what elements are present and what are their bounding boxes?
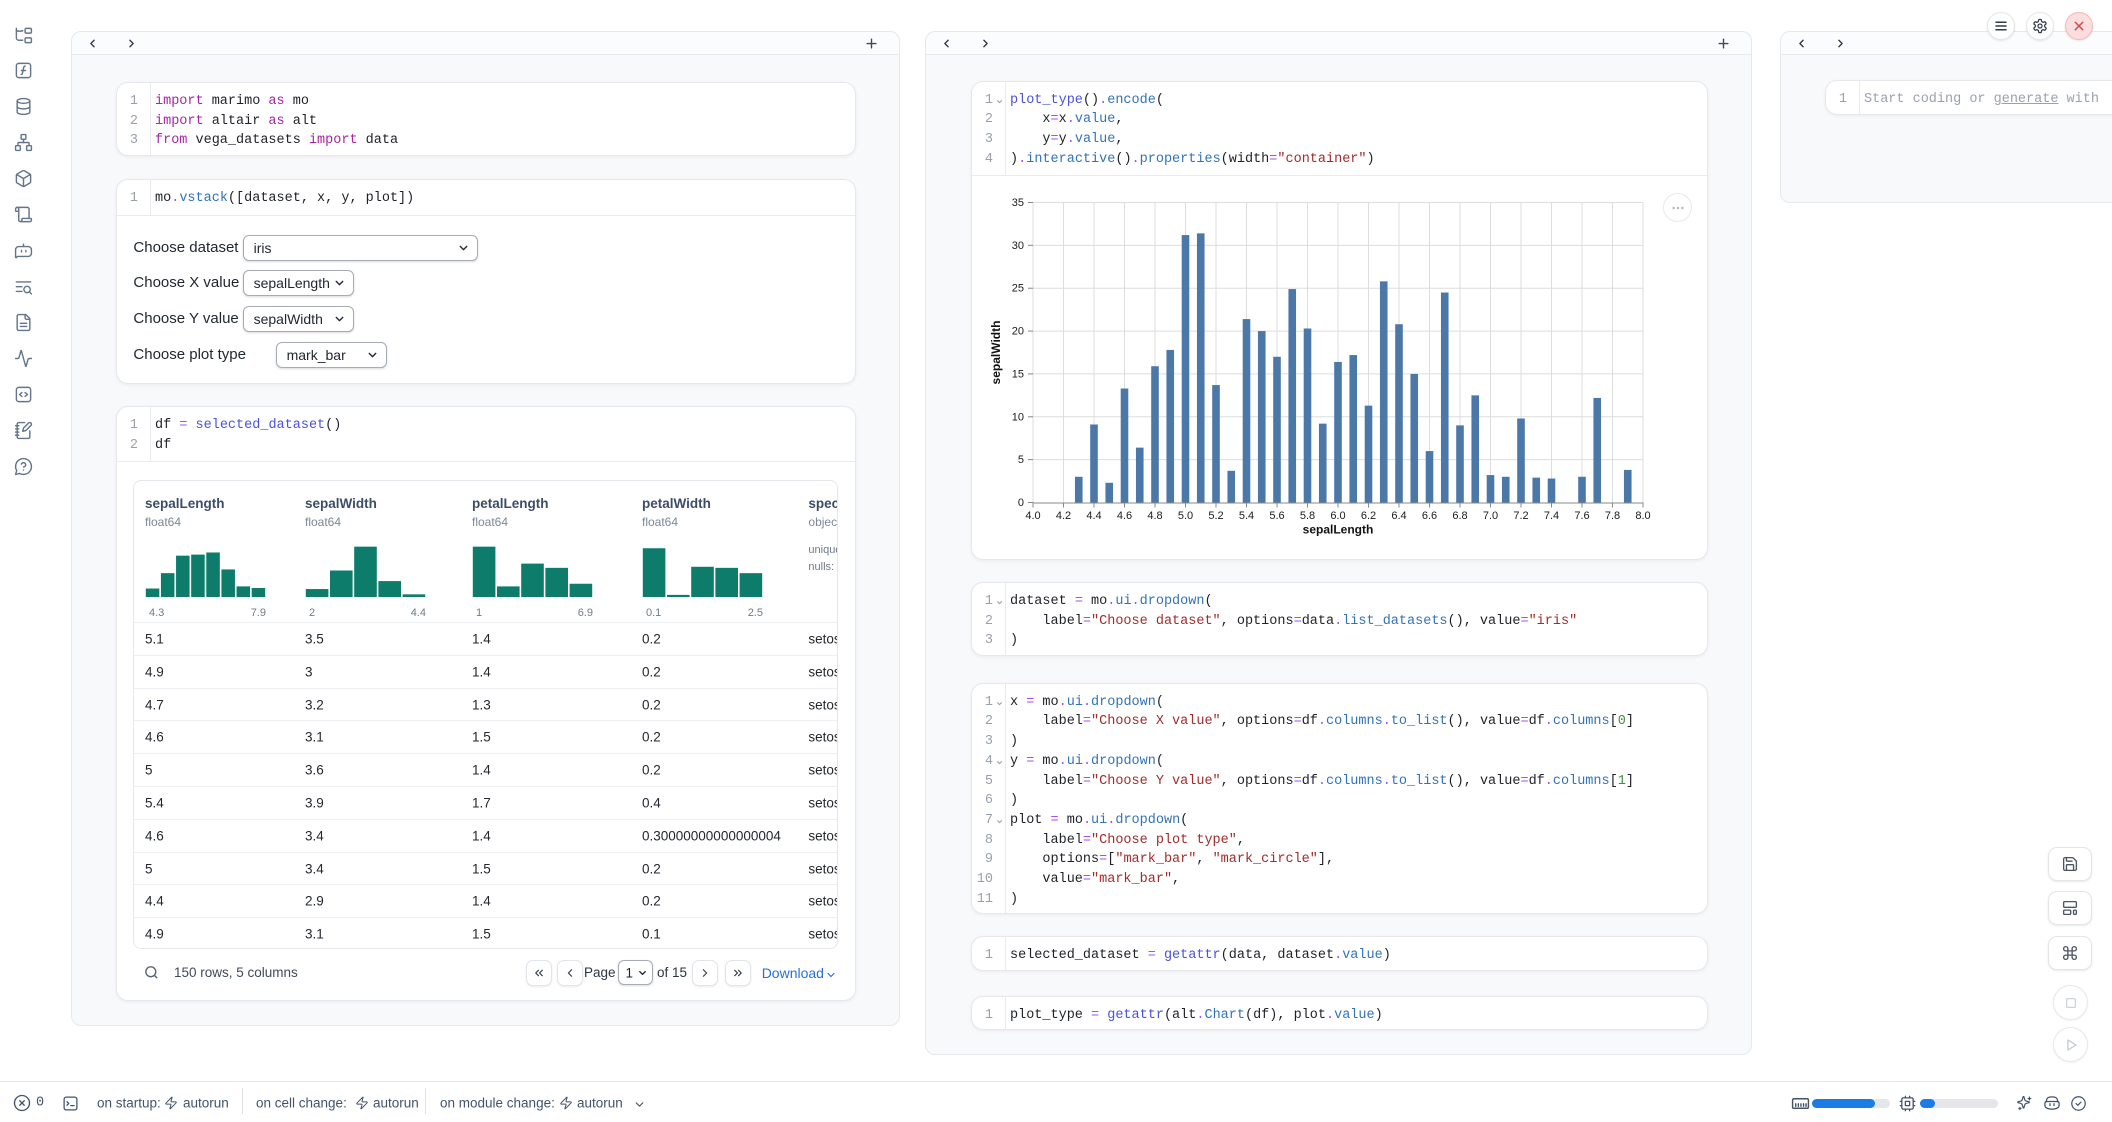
svg-text:7.4: 7.4 [1544,510,1559,522]
svg-text:6.2: 6.2 [1361,510,1376,522]
svg-text:6.8: 6.8 [1452,510,1467,522]
svg-text:6.6: 6.6 [1422,510,1437,522]
svg-text:6.4: 6.4 [1391,510,1406,522]
svg-text:0: 0 [1018,497,1024,509]
svg-text:7.0: 7.0 [1483,510,1498,522]
svg-text:7.2: 7.2 [1513,510,1528,522]
svg-text:35: 35 [1012,197,1024,209]
svg-text:7.6: 7.6 [1574,510,1589,522]
svg-text:4.4: 4.4 [1086,510,1101,522]
svg-text:7.8: 7.8 [1605,510,1620,522]
svg-text:30: 30 [1012,240,1024,252]
svg-text:sepalLength: sepalLength [1303,523,1374,537]
svg-text:8.0: 8.0 [1635,510,1650,522]
svg-text:5: 5 [1018,454,1024,466]
svg-text:sepalWidth: sepalWidth [989,321,1003,385]
svg-text:5.8: 5.8 [1300,510,1315,522]
svg-text:4.8: 4.8 [1147,510,1162,522]
svg-text:4.0: 4.0 [1025,510,1040,522]
svg-text:20: 20 [1012,326,1024,338]
svg-text:15: 15 [1012,369,1024,381]
svg-text:4.2: 4.2 [1056,510,1071,522]
svg-text:5.0: 5.0 [1178,510,1193,522]
svg-text:25: 25 [1012,283,1024,295]
svg-text:4.6: 4.6 [1117,510,1132,522]
svg-text:10: 10 [1012,412,1024,424]
svg-text:5.2: 5.2 [1208,510,1223,522]
svg-text:6.0: 6.0 [1330,510,1345,522]
svg-text:5.6: 5.6 [1269,510,1284,522]
svg-text:5.4: 5.4 [1239,510,1254,522]
